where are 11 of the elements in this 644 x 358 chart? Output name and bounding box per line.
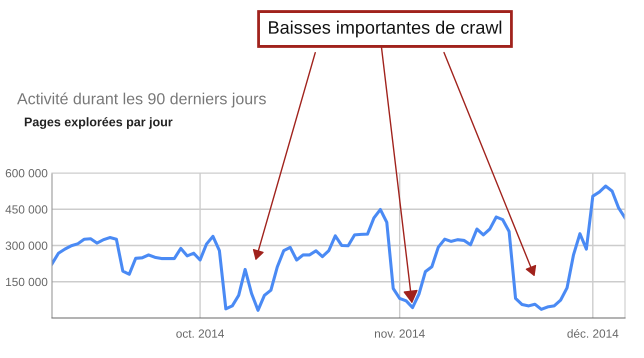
annotation: Baisses importantes de crawl — [269, 20, 502, 38]
y-tick-label: 150 000 — [6, 278, 48, 286]
y-tick-label: 450 000 — [5, 205, 48, 214]
y-tick-label: 300 000 — [6, 242, 48, 250]
y-tick-label: 600 000 — [6, 169, 48, 178]
chart-title: Activité durant les 90 derniers jours — [17, 92, 266, 108]
x-tick-label: oct. 2014 — [176, 329, 224, 338]
chart-subtitle: Pages explorées par jour — [24, 117, 172, 129]
x-tick-label: déc. 2014 — [567, 328, 618, 338]
line-series — [52, 184, 625, 312]
x-tick-label: nov. 2014 — [374, 329, 425, 338]
